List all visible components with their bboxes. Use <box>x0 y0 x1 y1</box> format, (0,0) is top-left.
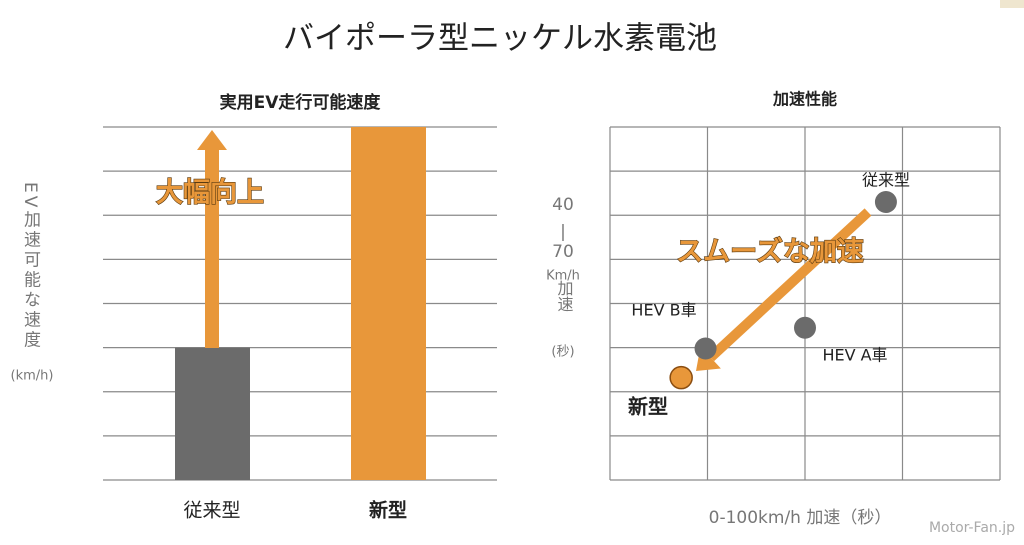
point-label: HEV A車 <box>822 346 887 365</box>
x-tick-label: 新型 <box>369 499 407 522</box>
x-axis-label: 0-100km/h 加速（秒） <box>709 508 892 528</box>
y-axis-label-unit: (km/h) <box>11 369 54 384</box>
point <box>694 337 717 360</box>
y-axis-label: EV加速可能な速度 <box>20 182 41 350</box>
y-axis-label: (秒) <box>551 345 574 360</box>
point <box>874 191 897 214</box>
chart-title: 加速性能 <box>772 90 837 109</box>
y-axis-label: 40 <box>552 195 574 215</box>
chart-title: 実用EV走行可能速度 <box>220 92 382 113</box>
point-label: 新型 <box>628 395 668 419</box>
annotation: 大幅向上 <box>156 177 264 209</box>
x-tick-label: 従来型 <box>183 500 240 522</box>
y-axis-label: 70 <box>552 242 574 262</box>
slide-title: バイポーラ型ニッケル水素電池 <box>283 21 717 57</box>
point-label: 従来型 <box>862 171 910 190</box>
point-label: HEV B車 <box>631 301 696 320</box>
corner-decoration <box>1000 0 1024 8</box>
arrow-head <box>197 130 227 150</box>
y-axis-label: 加速 <box>555 280 574 312</box>
arrow-shaft <box>707 208 872 362</box>
point <box>669 365 693 390</box>
annotation: スムーズな加速 <box>676 236 864 268</box>
bar <box>175 347 250 480</box>
point <box>794 316 816 339</box>
y-axis-label: | <box>560 222 566 242</box>
y-axis-label: Km/h <box>546 269 580 284</box>
bar <box>351 127 426 480</box>
watermark: Motor-Fan.jp <box>929 520 1015 536</box>
